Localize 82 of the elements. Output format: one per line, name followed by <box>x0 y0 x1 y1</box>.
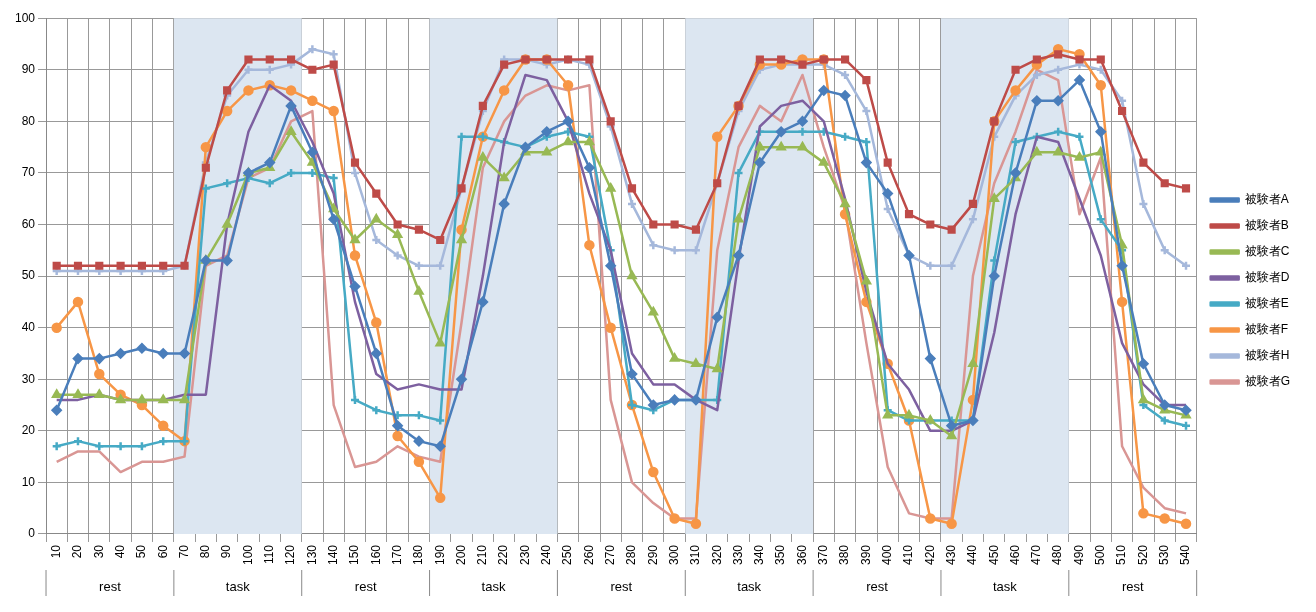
x-tick-label: 300 <box>666 544 681 566</box>
x-tick-label: 470 <box>1029 544 1044 566</box>
y-tick-label: 10 <box>21 474 36 489</box>
legend-label: 被験者G <box>1244 374 1291 389</box>
x-tick-label: 100 <box>240 544 255 566</box>
x-tick-label: 30 <box>91 544 106 559</box>
x-tick-label: 10 <box>48 544 63 559</box>
x-tick-label: 110 <box>262 544 277 565</box>
x-tick-label: 220 <box>496 544 511 566</box>
x-tick-label: 520 <box>1135 544 1150 566</box>
y-tick-label: 60 <box>21 216 36 231</box>
text: task <box>992 578 1018 594</box>
x-tick-label: 280 <box>624 544 639 566</box>
y-tick-label: 20 <box>21 423 36 438</box>
x-tick-label: 190 <box>432 544 447 566</box>
x-tick-label: 490 <box>1071 544 1086 566</box>
legend-label: 被験者A <box>1244 192 1289 207</box>
x-tick-label: 500 <box>1093 544 1108 566</box>
x-tick-label: 320 <box>709 544 724 566</box>
x-tick-label: 130 <box>304 544 319 566</box>
legend-label: 被験者H <box>1244 348 1290 363</box>
x-tick-label: 240 <box>539 544 554 566</box>
y-tick-label: 80 <box>21 113 36 128</box>
x-tick-label: 40 <box>112 544 127 559</box>
x-tick-label: 480 <box>1050 544 1065 566</box>
text: rest <box>1121 578 1144 594</box>
x-tick-label: 20 <box>70 544 85 559</box>
x-tick-label: 70 <box>176 544 191 559</box>
legend-label: 被験者D <box>1244 270 1290 285</box>
y-tick-label: 50 <box>21 268 36 283</box>
text: rest <box>866 578 889 594</box>
legend-label: 被験者B <box>1244 218 1289 233</box>
x-tick-label: 420 <box>922 544 937 566</box>
text: rest <box>99 578 122 594</box>
x-tick-label: 90 <box>219 544 234 559</box>
text: task <box>481 578 506 594</box>
legend-label: 被験者E <box>1244 296 1289 311</box>
y-tick-label: 40 <box>21 319 36 334</box>
y-tick-label: 90 <box>21 62 36 77</box>
y-tick-label: 70 <box>21 165 36 180</box>
x-tick-label: 370 <box>816 544 831 566</box>
x-tick-label: 250 <box>560 544 575 566</box>
x-tick-label: 230 <box>517 544 532 566</box>
x-tick-label: 430 <box>943 544 958 566</box>
x-tick-label: 60 <box>155 544 170 559</box>
x-tick-label: 290 <box>645 544 660 566</box>
y-tick-label: 30 <box>21 371 36 386</box>
x-tick-label: 170 <box>389 544 404 566</box>
x-tick-label: 260 <box>581 544 596 566</box>
x-tick-label: 400 <box>880 544 895 566</box>
x-tick-label: 160 <box>368 544 383 566</box>
x-tick-label: 390 <box>858 544 873 566</box>
x-tick-label: 200 <box>453 544 468 566</box>
x-tick-label: 410 <box>901 544 916 566</box>
x-tick-label: 180 <box>411 544 426 566</box>
x-tick-label: 540 <box>1178 544 1193 566</box>
text: rest <box>610 578 633 594</box>
x-tick-label: 140 <box>326 544 340 566</box>
x-tick-label: 450 <box>986 544 1001 566</box>
legend-label: 被験者F <box>1244 322 1289 337</box>
x-tick-label: 120 <box>283 544 298 566</box>
x-tick-label: 360 <box>794 544 809 566</box>
x-tick-label: 50 <box>134 544 149 559</box>
x-tick-label: 270 <box>603 544 617 566</box>
x-tick-label: 530 <box>1157 544 1172 566</box>
y-tick-label: 0 <box>28 526 36 541</box>
legend-label: 被験者C <box>1244 244 1290 259</box>
x-tick-label: 380 <box>837 544 852 566</box>
x-tick-label: 340 <box>752 544 767 566</box>
x-tick-label: 460 <box>1007 544 1022 566</box>
text: task <box>225 578 251 594</box>
text: task <box>737 578 762 594</box>
x-tick-label: 330 <box>730 544 745 566</box>
x-tick-label: 350 <box>773 544 788 566</box>
text: rest <box>354 578 377 594</box>
y-tick-label: 100 <box>14 10 36 25</box>
x-tick-label: 510 <box>1114 544 1129 566</box>
x-tick-label: 310 <box>688 544 703 566</box>
x-tick-label: 80 <box>198 544 213 559</box>
x-tick-label: 210 <box>475 544 490 566</box>
x-tick-label: 440 <box>965 544 980 566</box>
x-tick-label: 150 <box>347 544 362 566</box>
